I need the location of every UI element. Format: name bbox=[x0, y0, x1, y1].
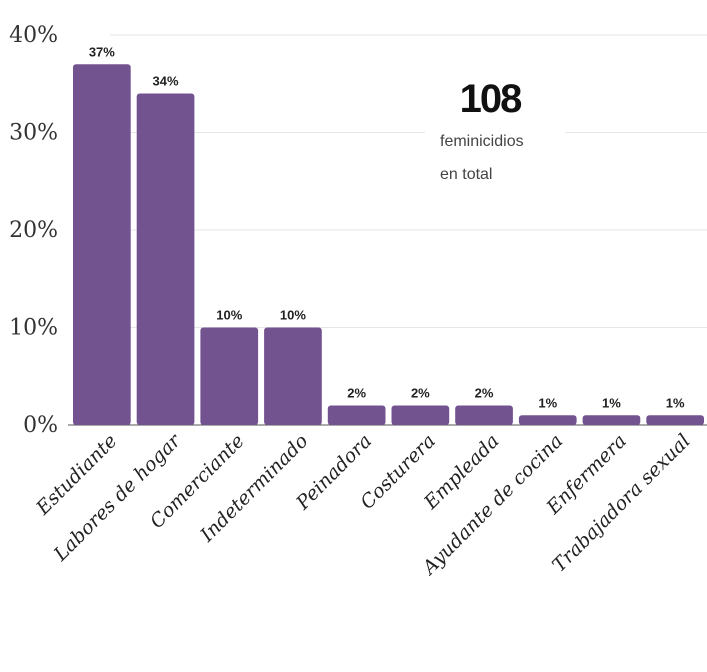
bar bbox=[264, 327, 322, 425]
bar-value-label: 2% bbox=[411, 386, 430, 401]
y-tick-label: 10% bbox=[9, 316, 58, 341]
bar-value-label: 10% bbox=[280, 308, 306, 323]
bar-value-label: 34% bbox=[153, 74, 179, 89]
gridlines bbox=[110, 34, 707, 328]
bar-value-label: 2% bbox=[475, 386, 494, 401]
y-tick-label: 40% bbox=[9, 23, 58, 48]
total-number: 108 bbox=[460, 77, 522, 121]
bar bbox=[646, 415, 704, 425]
bar bbox=[73, 64, 131, 425]
bar-value-label: 2% bbox=[347, 386, 366, 401]
bar-value-label: 10% bbox=[216, 308, 242, 323]
bar bbox=[455, 405, 513, 425]
bars bbox=[73, 64, 704, 425]
x-tick-label: Indeterminado bbox=[196, 430, 313, 547]
bar bbox=[391, 405, 450, 425]
total-label-line2: en total bbox=[440, 166, 492, 183]
bar-value-label: 1% bbox=[602, 395, 621, 410]
total-label-line1: feminicidios bbox=[440, 133, 524, 150]
y-tick-label: 30% bbox=[9, 121, 58, 146]
bar-value-label: 1% bbox=[666, 395, 685, 410]
annotation-background bbox=[425, 58, 565, 198]
total-annotation: 108 feminicidios en total bbox=[425, 58, 565, 198]
bar bbox=[327, 405, 386, 425]
y-axis-ticks: 0% 10% 20% 30% 40% bbox=[9, 23, 58, 438]
bar-value-label: 1% bbox=[538, 395, 557, 410]
bar bbox=[582, 415, 641, 425]
y-tick-label: 0% bbox=[23, 413, 58, 438]
bar bbox=[518, 415, 577, 425]
bar-value-label: 37% bbox=[89, 44, 115, 59]
value-labels: 37% 34% 10% 10% 2% 2% 2% 1% 1% 1% bbox=[89, 44, 685, 410]
y-tick-label: 20% bbox=[9, 218, 58, 243]
bar bbox=[136, 93, 195, 425]
bar bbox=[200, 327, 259, 425]
